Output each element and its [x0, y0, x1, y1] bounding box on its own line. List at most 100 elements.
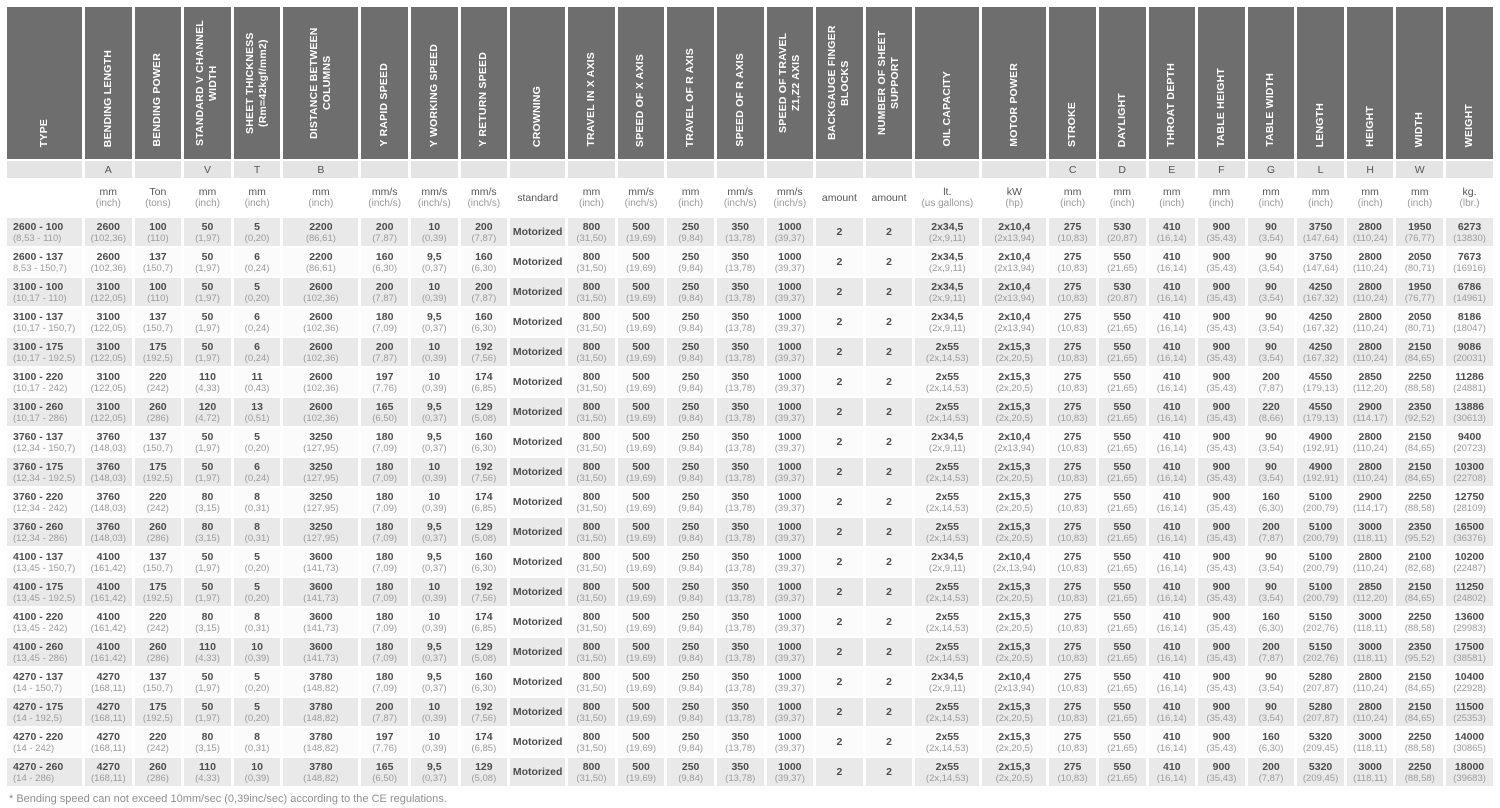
- cell-value: 137: [149, 310, 167, 323]
- column-letter: E: [1148, 161, 1196, 178]
- cell-value: 500: [632, 490, 650, 503]
- column-header-label: TYPE: [37, 118, 50, 147]
- table-cell: 180 (7,09): [361, 308, 408, 336]
- cell-secondary-value: (21,65): [1107, 712, 1138, 724]
- cell-secondary-value: (2x,14,53): [925, 742, 969, 754]
- table-cell: 250 (9,84): [667, 278, 714, 306]
- cell-value: 180: [375, 430, 394, 443]
- cell-secondary-value: (0,37): [421, 772, 447, 784]
- cell-value: 174: [475, 490, 493, 503]
- cell-secondary-value: (7,87): [1258, 652, 1284, 664]
- cell-value: 80: [201, 520, 214, 533]
- cell-secondary-value: (inch): [1407, 198, 1433, 209]
- table-cell: 220 (242): [134, 608, 182, 636]
- cell-value: 129: [475, 640, 493, 653]
- table-cell: 2x55 (2x,14,53): [915, 698, 980, 726]
- cell-secondary-value: (19,69): [625, 772, 657, 784]
- cell-value: 2: [836, 766, 843, 778]
- cell-value: 13: [251, 400, 263, 413]
- table-cell: 10 (0,39): [410, 728, 458, 756]
- cell-secondary-value: (118,11): [1353, 742, 1388, 754]
- table-cell: 220 (242): [134, 728, 182, 756]
- cell-secondary-value: (3,15): [195, 622, 220, 634]
- table-cell: 13886 (30613): [1446, 398, 1493, 426]
- cell-value: amount: [821, 192, 857, 204]
- table-cell: 1000 (39,37): [766, 758, 814, 786]
- cell-value: 250: [681, 580, 700, 593]
- table-cell: 410 (16,14): [1148, 638, 1196, 666]
- cell-value: 3100 - 260: [13, 400, 64, 413]
- table-cell: 10300 (22708): [1446, 458, 1493, 486]
- cell-value: amount: [871, 192, 907, 204]
- cell-secondary-value: (31,50): [576, 712, 607, 724]
- cell-secondary-value: (286): [146, 652, 169, 664]
- cell-secondary-value: (13,78): [725, 622, 756, 634]
- cell-value: mm: [1361, 186, 1379, 198]
- cell-secondary-value: (209,45): [1302, 772, 1339, 784]
- column-header: TABLE HEIGHT: [1198, 7, 1245, 159]
- cell-value: 5: [254, 670, 260, 683]
- cell-secondary-value: (10,83): [1057, 322, 1088, 334]
- cell-value: 800: [582, 310, 601, 323]
- cell-secondary-value: (29983): [1453, 622, 1486, 634]
- cell-value: 2: [836, 736, 843, 748]
- table-cell: 2600 (102,36): [283, 308, 359, 336]
- cell-secondary-value: (10,83): [1057, 502, 1088, 514]
- table-cell: 350 (13,78): [716, 488, 764, 516]
- cell-secondary-value: (2x,14,53): [925, 532, 969, 544]
- cell-secondary-value: (10,83): [1057, 352, 1088, 364]
- cell-value: 2: [836, 466, 843, 478]
- cell-secondary-value: (31,50): [576, 772, 607, 784]
- table-cell: 350 (13,78): [716, 638, 764, 666]
- cell-value: 410: [1163, 220, 1181, 233]
- cell-value: 9,5: [426, 520, 442, 533]
- cell-value: 900: [1212, 280, 1231, 293]
- table-cell: Motorized: [510, 518, 566, 546]
- cell-value: 410: [1163, 760, 1181, 773]
- column-unit: standard: [510, 180, 566, 216]
- cell-value: 3750: [1308, 220, 1333, 233]
- cell-value: 4250: [1308, 340, 1333, 353]
- cell-value: 50: [201, 280, 214, 293]
- table-cell: 2250 (88,58): [1396, 488, 1444, 516]
- cell-secondary-value: (0,39): [421, 622, 447, 634]
- table-cell: 80 (3,15): [184, 728, 231, 756]
- cell-value: 500: [632, 520, 650, 533]
- cell-value: 275: [1063, 760, 1082, 773]
- table-cell: 2600 (102,36): [283, 338, 359, 366]
- column-header: MOTOR POWER: [982, 7, 1047, 159]
- cell-secondary-value: (7,09): [372, 652, 398, 664]
- cell-value: Motorized: [512, 646, 563, 658]
- cell-value: Motorized: [512, 286, 563, 298]
- table-cell: 3600 (141,73): [283, 548, 359, 576]
- cell-secondary-value: (39,37): [774, 292, 805, 304]
- cell-value: 250: [681, 250, 700, 263]
- cell-value: 4900: [1308, 460, 1333, 473]
- cell-value: 10: [428, 280, 441, 293]
- cell-secondary-value: (192,5): [142, 592, 173, 604]
- table-cell: 800 (31,50): [568, 308, 615, 336]
- column-letter: [982, 161, 1047, 178]
- cell-secondary-value: (21,65): [1107, 412, 1138, 424]
- cell-secondary-value: (0,20): [244, 232, 270, 244]
- cell-value: 260: [149, 520, 167, 533]
- cell-value: 2x55: [935, 760, 959, 773]
- cell-secondary-value: (39683): [1453, 772, 1486, 784]
- cell-value: 4100: [96, 610, 120, 623]
- table-cell: 2350 (95,52): [1396, 518, 1444, 546]
- cell-value: 275: [1063, 310, 1082, 323]
- cell-value: 13600: [1454, 610, 1485, 623]
- cell-secondary-value: (102,36): [303, 412, 339, 424]
- table-cell: 2250 (88,58): [1396, 608, 1444, 636]
- cell-value: 2800: [1358, 340, 1382, 353]
- cell-secondary-value: (21,65): [1107, 382, 1138, 394]
- table-cell: 200 (7,87): [361, 338, 408, 366]
- cell-secondary-value: (13,78): [725, 682, 756, 694]
- table-cell: 2250 (88,58): [1396, 368, 1444, 396]
- table-cell: 410 (16,14): [1148, 218, 1196, 246]
- cell-secondary-value: (110): [147, 292, 169, 304]
- column-header: BACKGAUGE FINGER BLOCKS: [816, 7, 863, 159]
- cell-value: 275: [1063, 640, 1082, 653]
- table-cell: 800 (31,50): [568, 608, 615, 636]
- cell-secondary-value: (inch): [1208, 198, 1234, 209]
